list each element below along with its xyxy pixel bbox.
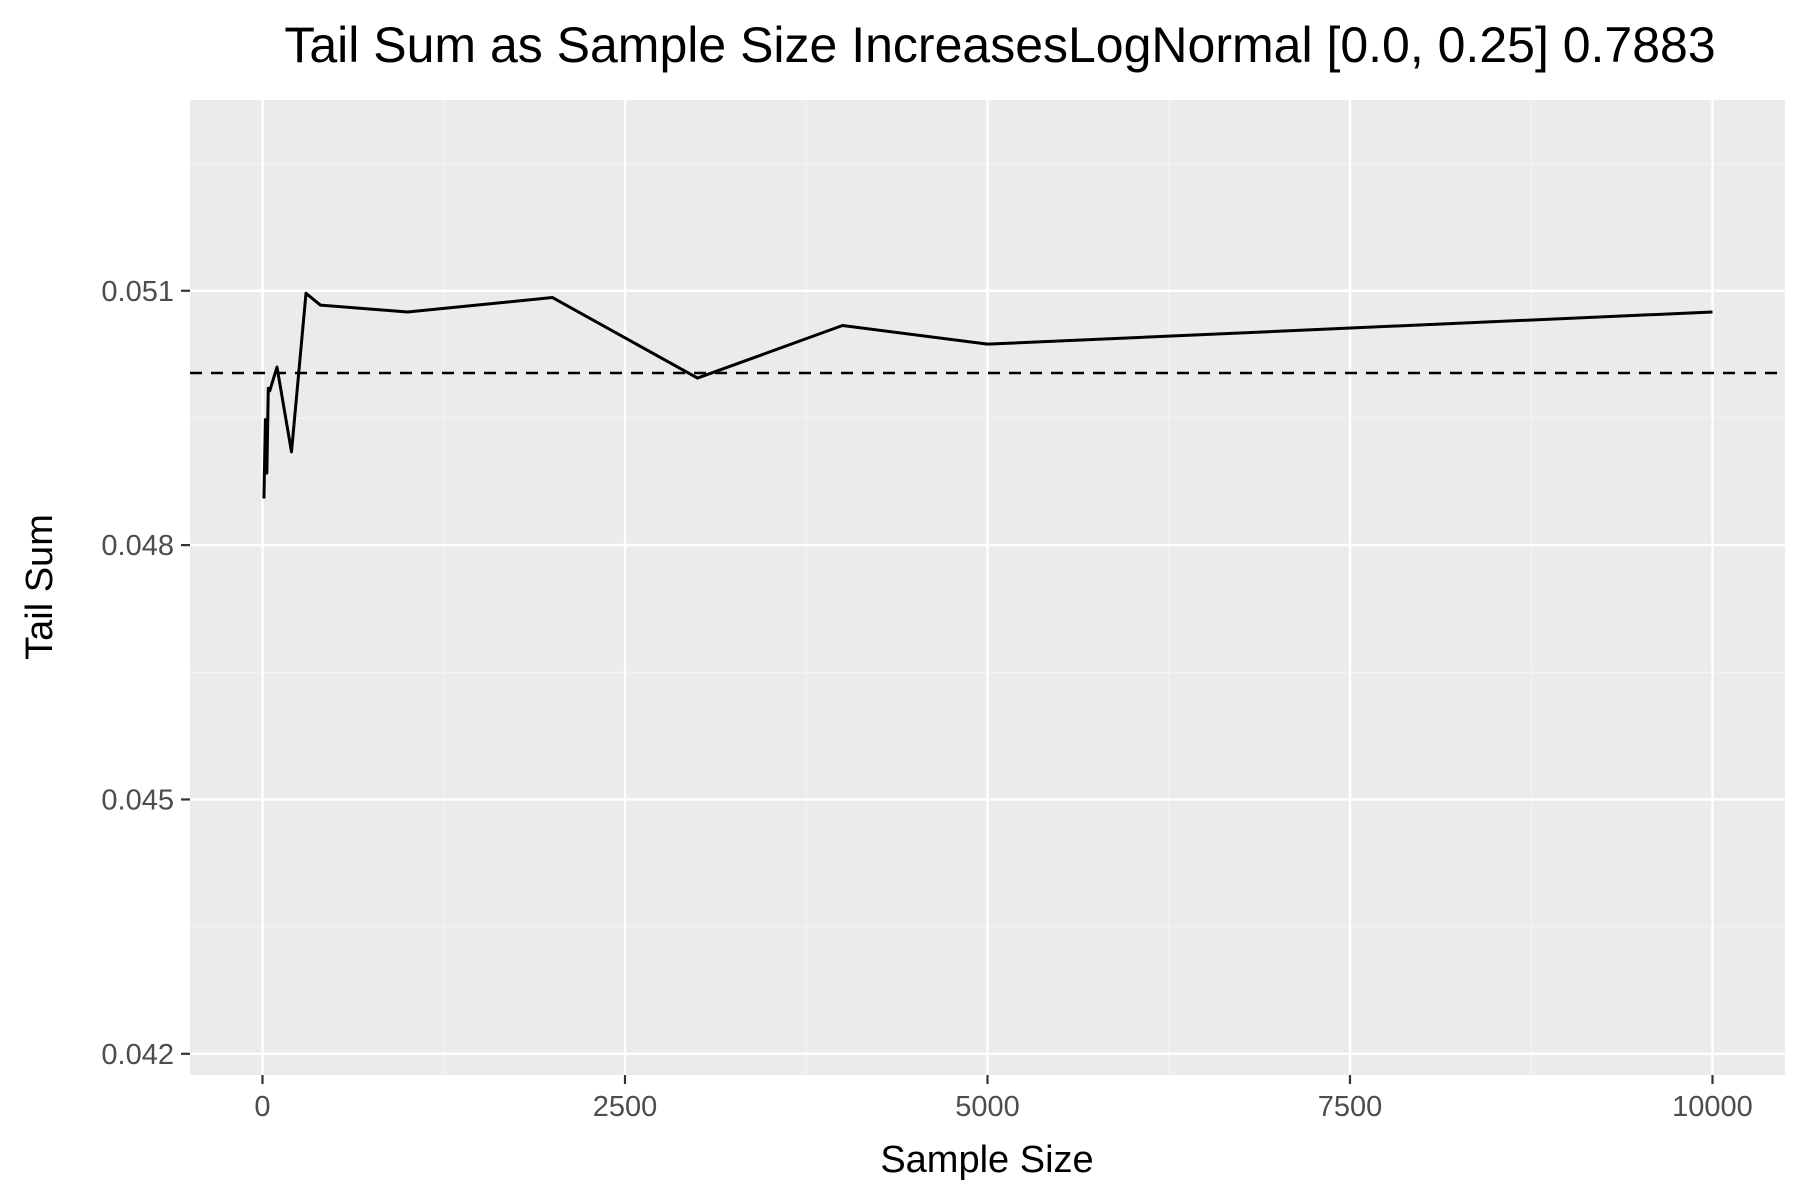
y-tick-label: 0.051 [101,276,174,308]
series-line [262,291,1713,499]
x-tick-label: 0 [254,1091,270,1123]
x-tick-label: 7500 [1318,1091,1383,1123]
y-axis-title: Tail Sum [19,514,61,660]
chart-title: Tail Sum as Sample Size IncreasesLogNorm… [284,17,1715,73]
y-tick-label: 0.042 [101,1039,174,1071]
x-axis: 0 2500 5000 7500 10000 [254,1075,1753,1123]
major-grid [190,100,1785,1075]
x-tick-label: 2500 [593,1091,658,1123]
x-axis-title: Sample Size [880,1139,1093,1181]
x-tick-label: 10000 [1672,1091,1753,1123]
y-tick-label: 0.048 [101,530,174,562]
y-tick-label: 0.045 [101,784,174,816]
y-axis: 0.042 0.045 0.048 0.051 [101,276,190,1071]
x-tick-label: 5000 [955,1091,1020,1123]
series-group [262,291,1713,499]
